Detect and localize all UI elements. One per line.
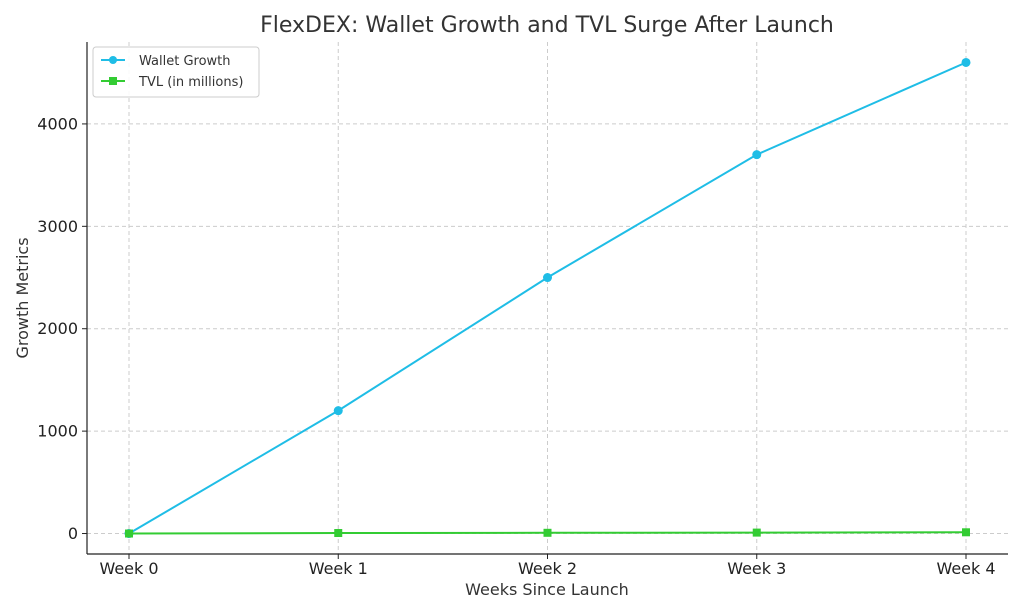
data-point-square [962,528,970,537]
axes: Week 0 Week 1 Week 2 Week 3 Week 4 0 1000 2000 3… [37,42,1008,578]
legend-label: Wallet Growth [139,54,231,69]
data-point-square [125,529,133,538]
grid [87,42,1008,554]
legend: Wallet Growth TVL (in millions) [92,46,260,98]
y-tick-label: 1000 [37,422,78,441]
x-tick-label: Week 0 [99,559,158,578]
y-tick-label: 2000 [37,319,78,338]
y-tick-label: 4000 [37,114,78,133]
data-point-square [543,528,552,537]
legend-marker-square [109,77,117,85]
legend-box [92,46,260,98]
x-tick-label: Week 2 [518,559,577,578]
data-point-circle [543,273,552,283]
legend-marker-circle [109,56,117,64]
series-tvl [125,528,970,538]
series-layer [124,57,971,539]
data-point-square [334,529,343,538]
x-axis-label: Weeks Since Launch [465,580,629,599]
data-point-circle [752,150,762,160]
data-point-circle [333,406,343,416]
x-tick-label: Week 1 [309,559,368,578]
data-point-square [752,528,761,537]
y-tick-label: 0 [68,524,78,543]
legend-label: TVL (in millions) [138,75,243,90]
y-axis-label: Growth Metrics [13,237,32,358]
data-point-circle [961,57,971,67]
x-tick-label: Week 4 [936,559,995,578]
chart-title: FlexDEX: Wallet Growth and TVL Surge Aft… [260,13,834,38]
y-tick-label: 3000 [37,217,78,236]
x-tick-label: Week 3 [727,559,786,578]
